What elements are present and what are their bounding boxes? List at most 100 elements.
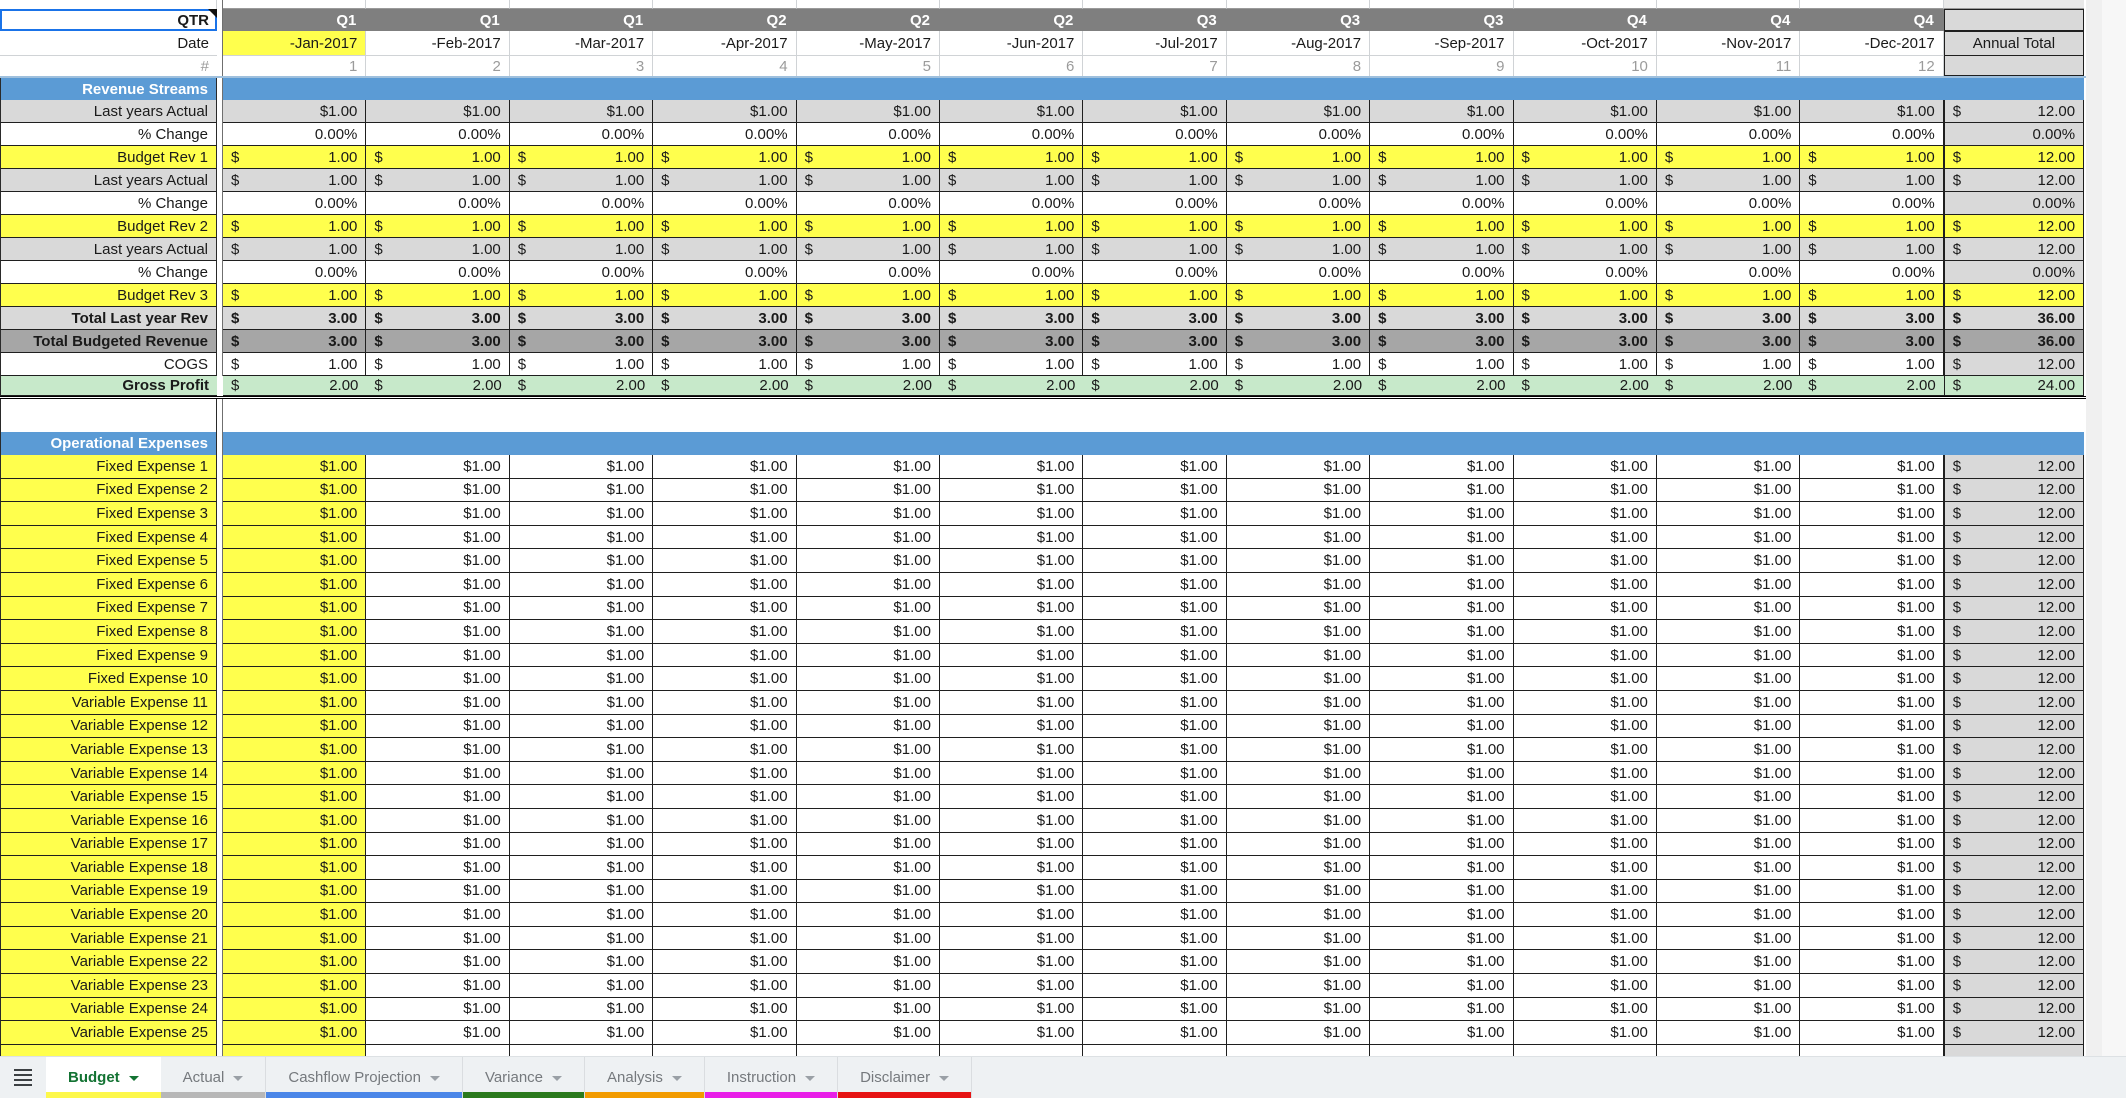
cell[interactable]: $1.00 [1656, 146, 1801, 169]
cell[interactable] [796, 1044, 940, 1056]
cell[interactable]: $1.00 [653, 997, 797, 1022]
cell[interactable]: $2.00 [1656, 376, 1801, 396]
cell[interactable]: $1.00 [796, 738, 940, 762]
cell[interactable]: $1.00 [1656, 502, 1801, 526]
cell[interactable] [939, 1044, 1084, 1056]
cell[interactable]: $1.00 [796, 832, 940, 857]
cell[interactable]: $3.00 [1800, 330, 1944, 353]
cell[interactable]: $1.00 [1226, 478, 1371, 503]
cell[interactable]: 0.00% [939, 261, 1084, 284]
cell[interactable]: $1.00 [1370, 572, 1514, 597]
cell[interactable]: $1.00 [796, 238, 940, 261]
cell[interactable]: $1.00 [1800, 714, 1944, 739]
cell[interactable]: $1.00 [366, 690, 510, 715]
cell[interactable]: $1.00 [1800, 478, 1944, 503]
cell[interactable]: $1.00 [509, 1021, 654, 1045]
month-number-cell[interactable]: 5 [797, 56, 940, 76]
cell[interactable]: $1.00 [1370, 169, 1514, 192]
cell[interactable]: $1.00 [1370, 690, 1514, 715]
cell[interactable]: $1.00 [1800, 455, 1944, 479]
cell[interactable]: 0.00% [509, 192, 654, 215]
cell[interactable]: $1.00 [1513, 284, 1657, 307]
annual-cell[interactable]: 0.00% [1943, 261, 2085, 284]
cell[interactable]: $2.00 [366, 376, 510, 396]
cell[interactable]: $1.00 [1083, 572, 1227, 597]
cell[interactable]: $1.00 [1513, 761, 1657, 786]
cell[interactable]: $1.00 [1513, 690, 1657, 715]
annual-cell[interactable]: $12.00 [1943, 738, 2085, 762]
cell[interactable]: $1.00 [509, 455, 654, 479]
cell[interactable]: $1.00 [939, 643, 1084, 668]
row-label-cell[interactable]: Fixed Expense 1 [0, 455, 217, 479]
cell[interactable]: $3.00 [223, 307, 367, 330]
cell[interactable]: $1.00 [1513, 525, 1657, 550]
cell[interactable]: $1.00 [509, 667, 654, 691]
cell[interactable]: $1.00 [1226, 525, 1371, 550]
row-label-cell[interactable]: Variable Expense 14 [0, 761, 217, 786]
row-label-cell[interactable]: Fixed Expense 4 [0, 525, 217, 550]
cell[interactable]: $1.00 [509, 738, 654, 762]
cell[interactable]: $1.00 [653, 238, 797, 261]
cell[interactable]: $1.00 [223, 284, 367, 307]
cell[interactable]: $1.00 [1083, 353, 1227, 376]
cell[interactable]: $1.00 [366, 169, 510, 192]
cell[interactable]: $1.00 [1083, 926, 1227, 951]
cell[interactable]: $1.00 [653, 455, 797, 479]
cell[interactable]: $1.00 [1083, 832, 1227, 857]
cell[interactable]: $1.00 [939, 903, 1084, 927]
quarter-header-cell[interactable]: Q4 [1800, 9, 1944, 31]
cell[interactable]: $1.00 [223, 714, 367, 739]
cell[interactable]: $1.00 [1370, 620, 1514, 644]
cell[interactable]: $1.00 [653, 1021, 797, 1045]
cell[interactable]: 0.00% [1513, 261, 1657, 284]
cell[interactable]: $1.00 [1656, 353, 1801, 376]
cell[interactable]: $1.00 [1226, 667, 1371, 691]
cell[interactable] [1370, 1044, 1514, 1056]
cell[interactable]: 0.00% [1370, 192, 1514, 215]
cell[interactable]: $1.00 [1513, 215, 1657, 238]
cell[interactable]: $1.00 [1226, 738, 1371, 762]
cell[interactable]: $1.00 [653, 761, 797, 786]
cell[interactable]: $1.00 [1656, 549, 1801, 573]
cell[interactable]: $1.00 [1800, 997, 1944, 1022]
cell[interactable]: $1.00 [1800, 502, 1944, 526]
cell[interactable]: $1.00 [653, 950, 797, 975]
cell[interactable]: $1.00 [939, 100, 1084, 123]
cell[interactable]: $1.00 [509, 690, 654, 715]
month-number-cell[interactable]: 8 [1227, 56, 1371, 76]
cell[interactable]: $3.00 [509, 330, 654, 353]
row-label-cell[interactable]: Fixed Expense 8 [0, 620, 217, 644]
cell[interactable]: $1.00 [1656, 667, 1801, 691]
cell[interactable]: 0.00% [223, 192, 367, 215]
cell[interactable]: $1.00 [366, 761, 510, 786]
date-cell[interactable]: -Feb-2017 [366, 31, 510, 56]
cell[interactable]: $1.00 [1800, 643, 1944, 668]
annual-cell[interactable]: $12.00 [1943, 455, 2085, 479]
cell[interactable]: $1.00 [1083, 284, 1227, 307]
cell[interactable]: $1.00 [1656, 100, 1801, 123]
cell[interactable]: $1.00 [796, 997, 940, 1022]
cell[interactable]: $1.00 [1083, 643, 1227, 668]
cell[interactable]: $1.00 [1800, 238, 1944, 261]
cell[interactable]: $1.00 [1656, 903, 1801, 927]
cell[interactable]: $1.00 [1656, 455, 1801, 479]
cell[interactable]: $1.00 [653, 690, 797, 715]
cell[interactable]: $1.00 [1656, 690, 1801, 715]
cell[interactable]: $1.00 [939, 926, 1084, 951]
cell[interactable]: $1.00 [653, 738, 797, 762]
cell[interactable]: 0.00% [1513, 123, 1657, 146]
cell[interactable]: $1.00 [1083, 785, 1227, 809]
cell[interactable]: $3.00 [1226, 307, 1371, 330]
tab-disclaimer[interactable]: Disclaimer [838, 1057, 973, 1098]
row-label-cell[interactable]: Budget Rev 3 [0, 284, 217, 307]
cell[interactable]: $1.00 [796, 714, 940, 739]
annual-cell[interactable]: $24.00 [1943, 376, 2085, 396]
cell[interactable]: $1.00 [509, 238, 654, 261]
vertical-scrollbar-track[interactable] [2102, 0, 2126, 1056]
cell[interactable]: $1.00 [1370, 785, 1514, 809]
cell[interactable]: $1.00 [1800, 667, 1944, 691]
cell[interactable]: $1.00 [509, 856, 654, 880]
cell[interactable]: $1.00 [1083, 215, 1227, 238]
cell[interactable]: $1.00 [1800, 738, 1944, 762]
cell[interactable]: $1.00 [1800, 525, 1944, 550]
